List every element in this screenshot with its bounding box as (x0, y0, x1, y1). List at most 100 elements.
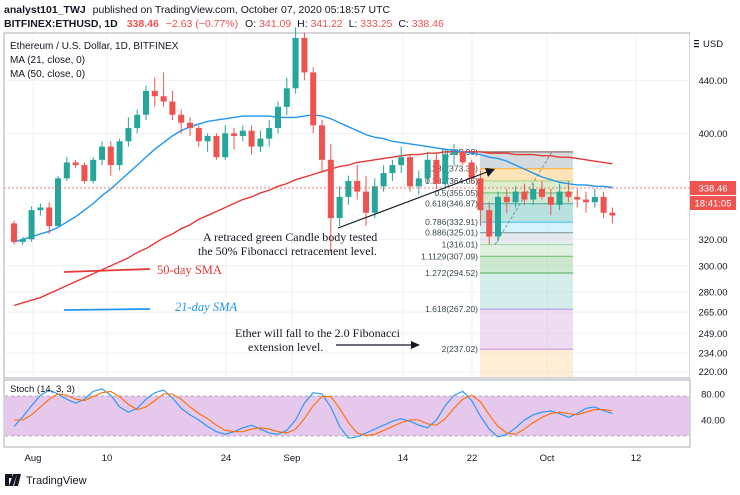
tradingview-logo-icon (5, 474, 21, 486)
fib-zone-4 (480, 203, 573, 223)
stoch-lines (13, 388, 613, 439)
candle-body-37 (336, 196, 343, 219)
ohlc-h-label: H: (297, 18, 308, 30)
candle-body-34 (310, 72, 317, 126)
candle-body-21 (195, 128, 202, 142)
candle-body-48 (433, 159, 440, 184)
candle-body-41 (371, 186, 378, 213)
candle-body-19 (178, 114, 185, 123)
fib-zone-1 (480, 168, 573, 181)
time-axis-labels: Aug 10 24 Sep 14 22 Oct 12 (25, 453, 642, 464)
fib-level-label-6: 0.886(325.01) (425, 228, 478, 238)
main-pane[interactable] (3, 32, 691, 379)
fib-zone-7 (480, 244, 573, 257)
candle-body-50 (451, 151, 457, 155)
hamburger-icon[interactable] (694, 40, 699, 48)
stoch-axis-labels: 80.00 40.00 (701, 390, 725, 427)
candle-body-38 (345, 181, 352, 197)
header-line1: analyst101_TWJ published on TradingView.… (4, 4, 391, 16)
candle-body-0 (11, 223, 17, 242)
candle-body-65 (583, 199, 589, 203)
legend-ma21[interactable]: MA (21, close, 0) (10, 55, 85, 66)
header-line2: BITFINEX:ETHUSD, 1D 338.46 −2.63 (−0.77%… (4, 18, 444, 30)
price-tick-5: 280.00 (698, 288, 727, 299)
candle-body-68 (609, 212, 616, 216)
price-tick-4: 300.00 (698, 261, 727, 272)
stoch-line-1 (14, 390, 613, 437)
candle-body-17 (160, 96, 167, 102)
fib-level-label-7: 1(316.01) (442, 240, 479, 250)
candle-body-36 (327, 159, 334, 219)
note1-arrow (337, 171, 488, 229)
candle-body-9 (90, 159, 97, 181)
candle-body-64 (574, 196, 581, 200)
price-tick-6: 265.00 (698, 308, 727, 319)
stoch-label[interactable]: Stoch (14, 3, 3) (10, 384, 75, 395)
candle-body-39 (354, 181, 361, 192)
tradingview-logo-text: TradingView (26, 475, 87, 487)
ohlc-o-label: O: (245, 18, 256, 30)
tradingview-logo[interactable]: TradingView (5, 474, 87, 487)
candle-body-15 (143, 90, 149, 115)
candle-body-8 (81, 165, 88, 181)
sma21-label: 21-day SMA (175, 300, 237, 314)
fib-zone-8 (480, 256, 573, 274)
candle-body-55 (495, 196, 501, 237)
candle-body-7 (72, 162, 79, 166)
price-tick-1: 400.00 (698, 129, 727, 140)
fib-level-label-5: 0.786(332.91) (425, 217, 478, 227)
note1-arrowhead (485, 168, 495, 177)
header-user[interactable]: analyst101_TWJ (4, 4, 86, 16)
fib-zone-10 (480, 309, 573, 350)
currency-label[interactable]: USD (703, 39, 723, 50)
ohlc-l-label: L: (349, 18, 358, 30)
candle-body-28 (257, 138, 264, 147)
time-tick-0: Aug (25, 453, 42, 464)
ohlc-c-value: 338.46 (412, 18, 444, 30)
candle-body-52 (468, 162, 475, 179)
candle-body-29 (266, 128, 273, 139)
ohlc-l-value: 333.25 (360, 18, 392, 30)
candle-body-32 (292, 37, 299, 89)
candle-body-11 (107, 146, 114, 166)
ma50-line-group (13, 151, 613, 307)
candle-body-26 (239, 130, 246, 136)
ma50-line (13, 151, 613, 307)
header-published: published on TradingView.com, October 07… (93, 4, 391, 16)
candle-body-13 (125, 128, 132, 142)
price-tick-7: 249.00 (698, 329, 727, 340)
candle-body-67 (600, 196, 607, 213)
price-tick-8: 234.00 (698, 349, 727, 360)
candle-body-6 (63, 162, 70, 179)
sma50-label: 50-day SMA (157, 263, 222, 277)
candle-body-58 (521, 191, 528, 200)
candle-body-2 (28, 210, 35, 240)
stoch-tick-0: 80.00 (701, 390, 725, 401)
candle-body-46 (415, 178, 422, 187)
candle-body-20 (187, 122, 193, 129)
time-tag (690, 196, 736, 210)
fib-level-label-9: 1.272(294.52) (425, 268, 478, 278)
time-tag-text: 18:41:05 (695, 199, 732, 210)
candle-body-22 (204, 135, 211, 142)
candle-body-43 (389, 165, 396, 174)
time-tick-5: 22 (467, 453, 478, 464)
sma50-sample-line (63, 268, 151, 273)
candle-body-30 (275, 106, 281, 129)
candle-body-25 (231, 133, 237, 136)
header-symbol[interactable]: BITFINEX:ETHUSD, 1D (4, 18, 118, 30)
fib-level-label-11: 2(237.02) (442, 344, 479, 354)
candle-body-42 (380, 173, 387, 187)
candle-body-60 (539, 188, 545, 197)
main-grid (6, 34, 688, 377)
ohlc-c-label: C: (398, 18, 409, 30)
time-tick-3: Sep (284, 453, 301, 464)
candle-body-45 (407, 157, 413, 187)
price-tick-9: 220.00 (698, 367, 727, 378)
legend-ma50[interactable]: MA (50, close, 0) (10, 69, 85, 80)
candle-body-61 (547, 196, 554, 205)
candle-body-62 (556, 191, 563, 205)
time-tick-6: Oct (540, 453, 555, 464)
candle-body-57 (512, 191, 519, 203)
